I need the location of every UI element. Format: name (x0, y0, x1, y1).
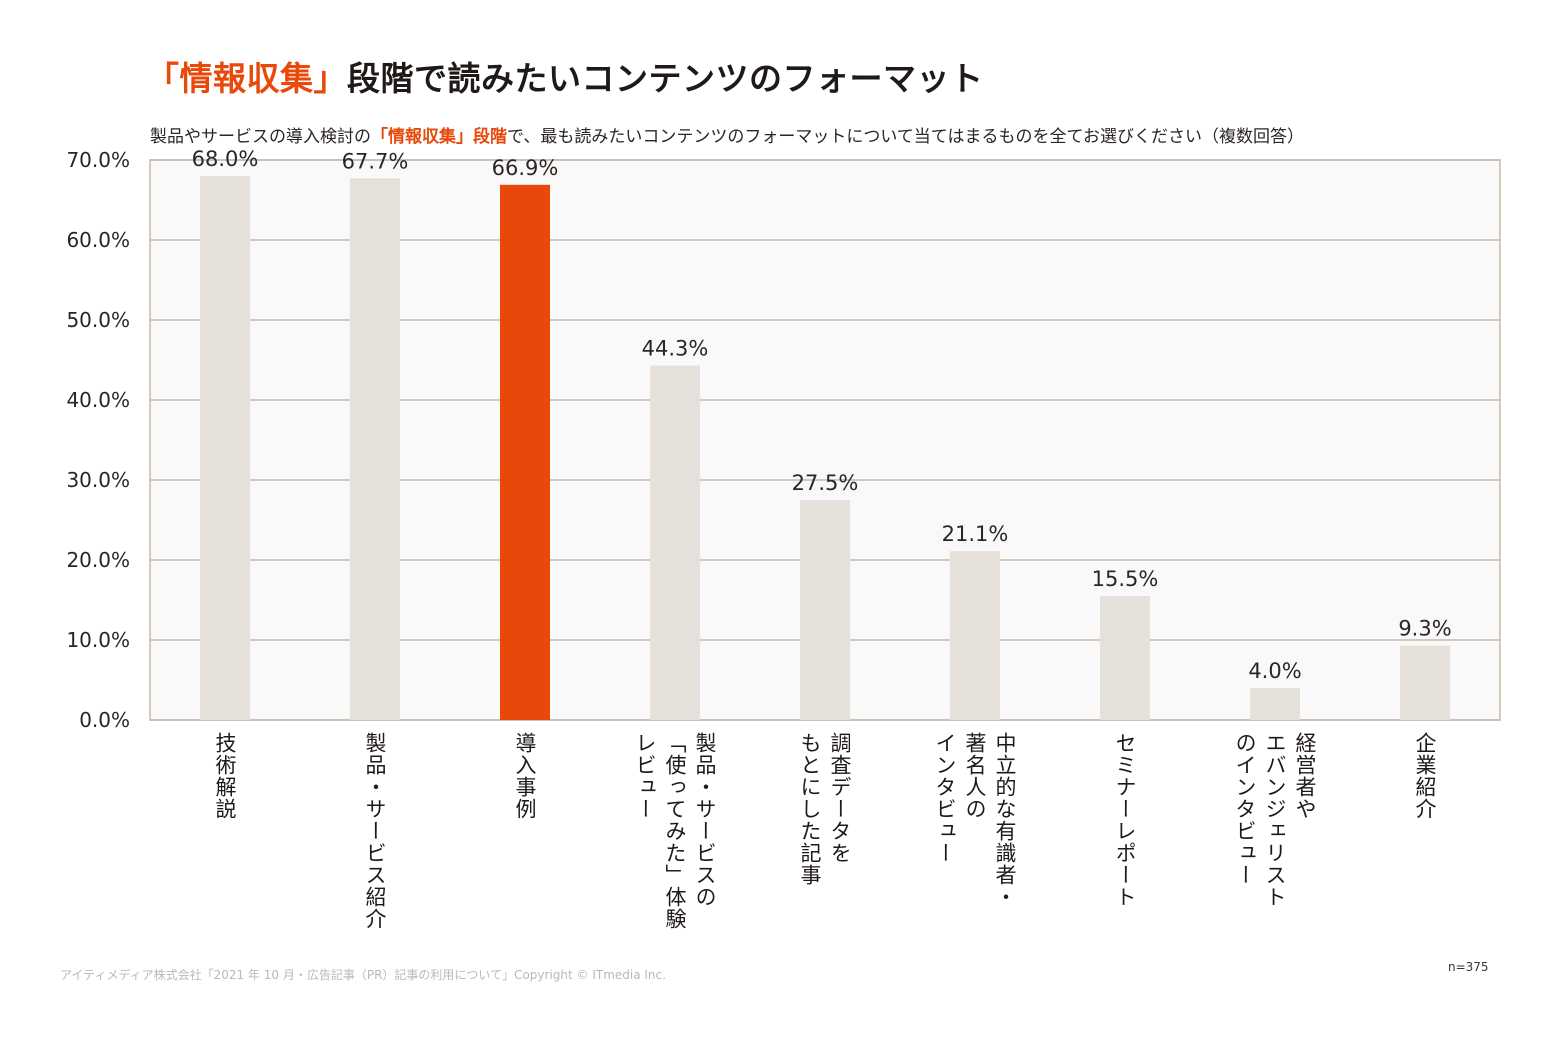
bar (500, 184, 550, 721)
category-label: 製品・サービスの (693, 732, 717, 908)
category-label: 調査データを (828, 732, 852, 864)
bar (950, 551, 1000, 720)
data-label: 67.7% (342, 149, 409, 173)
y-tick-label: 40.0% (66, 388, 130, 412)
category-label: のインタビュー (1233, 732, 1257, 886)
subtitle-pre: 製品やサービスの導入検討の (150, 127, 371, 147)
category-label: セミナーレポート (1113, 732, 1137, 908)
subtitle-post: で、最も読みたいコンテンツのフォーマットについて当てはまるものを全てお選びくださ… (507, 127, 1304, 147)
category-label: 企業紹介 (1413, 732, 1437, 820)
data-label: 66.9% (492, 156, 559, 180)
bar (800, 500, 850, 720)
subtitle-accent: 「情報収集」段階 (371, 127, 507, 147)
category-label: もとにした記事 (798, 732, 822, 886)
category-label: 導入事例 (513, 732, 537, 820)
chart-title: 「情報収集」段階で読みたいコンテンツのフォーマット (146, 52, 984, 100)
bar (650, 365, 700, 720)
category-label: 経営者や (1293, 732, 1317, 820)
category-label: 中立的な有識者・ (993, 732, 1017, 908)
data-label: 68.0% (192, 147, 259, 171)
category-label: 製品・サービス紹介 (363, 732, 387, 930)
y-tick-label: 20.0% (66, 548, 130, 572)
bar (1400, 645, 1450, 720)
title-rest: 段階で読みたいコンテンツのフォーマット (347, 59, 984, 98)
bar (1250, 688, 1300, 720)
category-label: インタビュー (933, 732, 957, 864)
y-tick-label: 30.0% (66, 468, 130, 492)
bar (1100, 596, 1150, 720)
data-label: 15.5% (1092, 567, 1159, 591)
data-label: 4.0% (1248, 659, 1301, 683)
category-label: エバンジェリスト (1263, 732, 1287, 908)
y-tick-label: 70.0% (66, 148, 130, 172)
data-label: 44.3% (642, 337, 709, 361)
data-label: 27.5% (792, 471, 859, 495)
data-label: 21.1% (942, 522, 1009, 546)
category-label: 「使ってみた」体験 (663, 732, 687, 930)
title-accent: 「情報収集」 (146, 59, 347, 98)
category-label: 技術解説 (213, 732, 237, 820)
chart-subtitle: 製品やサービスの導入検討の「情報収集」段階で、最も読みたいコンテンツのフォーマッ… (150, 122, 1304, 147)
category-label: 著名人の (963, 732, 987, 820)
y-tick-label: 60.0% (66, 228, 130, 252)
y-tick-label: 0.0% (79, 708, 130, 732)
data-label: 9.3% (1398, 617, 1451, 641)
bar (200, 176, 250, 720)
copyright-footer: アイティメディア株式会社「2021 年 10 月・広告記事（PR）記事の利用につ… (60, 968, 666, 982)
category-label: レビュー (633, 732, 657, 820)
bar (350, 178, 400, 720)
sample-size: n=375 (1448, 960, 1489, 974)
y-tick-label: 50.0% (66, 308, 130, 332)
y-tick-label: 10.0% (66, 628, 130, 652)
